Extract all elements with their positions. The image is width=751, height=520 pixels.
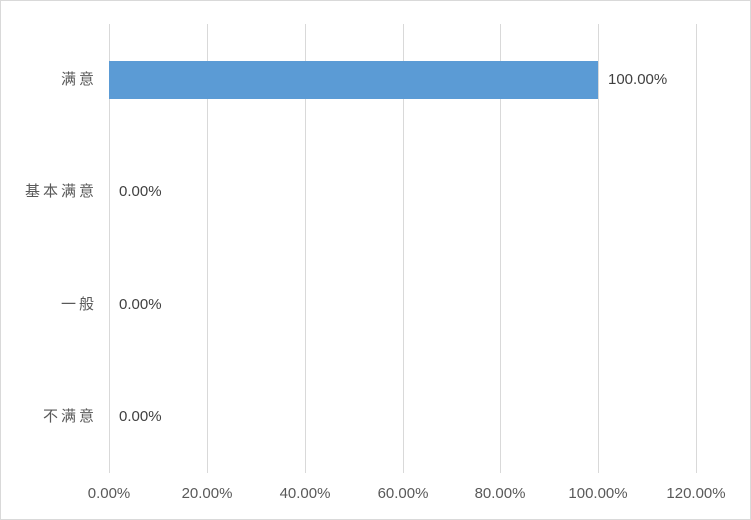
x-tick-label: 100.00% — [568, 485, 628, 502]
gridline — [109, 24, 110, 473]
gridline — [207, 24, 208, 473]
x-tick-label: 40.00% — [279, 485, 331, 502]
gridline — [500, 24, 501, 473]
data-label: 0.00% — [119, 408, 162, 425]
gridline — [403, 24, 404, 473]
x-tick-label: 0.00% — [87, 485, 131, 502]
gridline — [696, 24, 697, 473]
category-label: 满意 — [60, 71, 97, 89]
x-tick-label: 120.00% — [666, 485, 726, 502]
data-label: 0.00% — [119, 296, 162, 313]
category-label: 不满意 — [42, 407, 97, 425]
category-label: 基本满意 — [24, 183, 97, 201]
gridline — [305, 24, 306, 473]
data-label: 0.00% — [119, 183, 162, 200]
category-label: 一般 — [60, 295, 97, 313]
x-tick-label: 60.00% — [377, 485, 429, 502]
x-tick-label: 80.00% — [474, 485, 526, 502]
gridline — [598, 24, 599, 473]
x-tick-label: 20.00% — [181, 485, 233, 502]
bar — [109, 61, 598, 99]
data-label: 100.00% — [608, 71, 668, 88]
